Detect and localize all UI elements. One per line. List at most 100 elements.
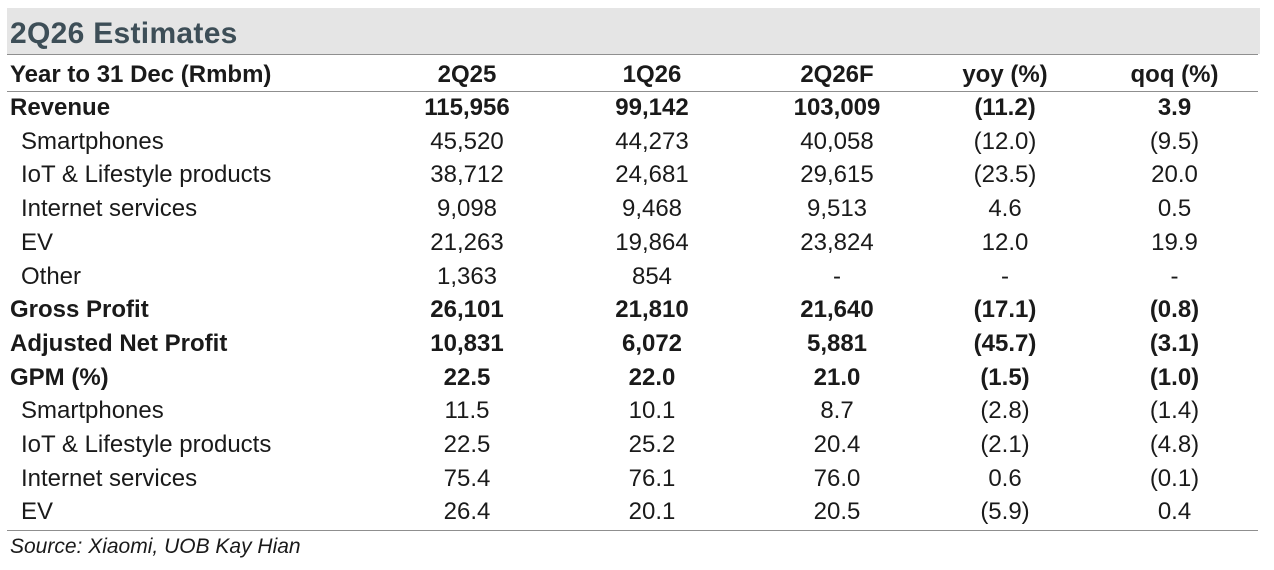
cell-2q26f: 29,615 <box>800 161 874 189</box>
cell-1q26: 854 <box>631 262 673 290</box>
row-label: IoT & Lifestyle products <box>21 161 272 189</box>
row-label: EV <box>21 498 54 526</box>
cell-2q25: 45,520 <box>430 127 504 155</box>
cell-2q25: 26.4 <box>443 498 491 526</box>
cell-1q26: 76.1 <box>628 464 676 492</box>
cell-2q26f: 9,513 <box>806 195 868 223</box>
header-rule <box>7 91 1258 92</box>
cell-2q26f: 23,824 <box>800 228 874 256</box>
header-label: Year to 31 Dec (Rmbm) <box>10 61 272 88</box>
cell-2q26f: - <box>833 262 841 290</box>
row-label: Adjusted Net Profit <box>10 329 228 357</box>
header-qoq: qoq (%) <box>1130 61 1219 88</box>
cell-yoy: (12.0) <box>973 127 1037 155</box>
table-row: Internet services 9,098 9,468 9,513 4.6 … <box>7 192 1258 226</box>
cell-2q25: 11.5 <box>444 397 490 425</box>
cell-2q25: 10,831 <box>430 329 504 357</box>
table-row: GPM (%) 22.5 22.0 21.0 (1.5) (1.0) <box>7 361 1258 395</box>
cell-qoq: (3.1) <box>1149 329 1200 357</box>
cell-1q26: 6,072 <box>621 329 683 357</box>
row-label: Smartphones <box>21 127 164 155</box>
table-row: EV 21,263 19,864 23,824 12.0 19.9 <box>7 226 1258 260</box>
row-label: Revenue <box>10 94 111 121</box>
cell-2q25: 22.5 <box>443 363 491 391</box>
cell-1q26: 21,810 <box>615 296 689 324</box>
row-label: Smartphones <box>21 397 164 425</box>
cell-2q26f: 21,640 <box>800 296 874 324</box>
top-rule <box>7 54 1258 55</box>
cell-qoq: - <box>1170 262 1179 290</box>
row-label: EV <box>21 228 54 256</box>
cell-yoy: (45.7) <box>973 329 1037 357</box>
cell-2q26f: 21.0 <box>813 363 861 391</box>
cell-2q25: 75.4 <box>443 464 491 492</box>
cell-2q25: 21,263 <box>430 228 504 256</box>
header-2q26f: 2Q26F <box>800 61 874 88</box>
cell-2q25: 38,712 <box>430 161 504 189</box>
row-label: IoT & Lifestyle products <box>21 431 272 459</box>
cell-yoy: (5.9) <box>980 498 1030 526</box>
cell-yoy: (17.1) <box>973 296 1037 324</box>
header-row: Year to 31 Dec (Rmbm) 2Q25 1Q26 2Q26F yo… <box>7 58 1258 91</box>
source-note: Source: Xiaomi, UOB Kay Hian <box>10 535 301 558</box>
cell-2q26f: 8.7 <box>820 397 854 425</box>
cell-yoy: (23.5) <box>973 161 1037 189</box>
cell-1q26: 10.1 <box>628 397 676 425</box>
cell-qoq: (1.0) <box>1149 363 1200 391</box>
cell-1q26: 25.2 <box>628 431 676 459</box>
estimates-table: Year to 31 Dec (Rmbm) 2Q25 1Q26 2Q26F yo… <box>7 58 1258 529</box>
cell-yoy: (2.8) <box>980 397 1030 425</box>
table-row: Smartphones 45,520 44,273 40,058 (12.0) … <box>7 125 1258 159</box>
table-title: 2Q26 Estimates <box>10 17 238 50</box>
cell-2q25: 26,101 <box>430 296 504 324</box>
cell-yoy: 4.6 <box>988 195 1022 223</box>
cell-1q26: 19,864 <box>615 228 689 256</box>
cell-qoq: (0.1) <box>1149 464 1200 492</box>
table-row: Smartphones 11.5 10.1 8.7 (2.8) (1.4) <box>7 394 1258 428</box>
cell-2q26f: 76.0 <box>813 464 861 492</box>
header-2q25: 2Q25 <box>437 61 497 88</box>
cell-1q26: 9,468 <box>621 195 683 223</box>
cell-2q25: 9,098 <box>436 195 498 223</box>
cell-1q26: 44,273 <box>615 127 689 155</box>
table-row: Other 1,363 854 - - - <box>7 260 1258 294</box>
table-row: Adjusted Net Profit 10,831 6,072 5,881 (… <box>7 327 1258 361</box>
header-1q26: 1Q26 <box>622 61 682 88</box>
cell-1q26: 99,142 <box>615 94 689 121</box>
cell-yoy: - <box>1001 262 1009 290</box>
cell-yoy: 12.0 <box>981 228 1029 256</box>
cell-1q26: 24,681 <box>615 161 689 189</box>
cell-2q26f: 103,009 <box>793 94 881 121</box>
table-row: Gross Profit 26,101 21,810 21,640 (17.1)… <box>7 293 1258 327</box>
cell-1q26: 22.0 <box>628 363 676 391</box>
table-row: Internet services 75.4 76.1 76.0 0.6 (0.… <box>7 462 1258 496</box>
title-bar: 2Q26 Estimates <box>7 8 1260 54</box>
cell-qoq: (9.5) <box>1149 127 1200 155</box>
row-label: Gross Profit <box>10 296 149 324</box>
cell-1q26: 20.1 <box>628 498 676 526</box>
cell-qoq: 0.5 <box>1157 195 1192 223</box>
cell-qoq: 0.4 <box>1157 498 1192 526</box>
row-label: GPM (%) <box>10 363 109 391</box>
row-label: Internet services <box>21 195 198 223</box>
table-row: EV 26.4 20.1 20.5 (5.9) 0.4 <box>7 495 1258 529</box>
cell-yoy: 0.6 <box>988 464 1022 492</box>
cell-qoq: (1.4) <box>1149 397 1200 425</box>
cell-qoq: 19.9 <box>1151 228 1198 256</box>
table-row: IoT & Lifestyle products 22.5 25.2 20.4 … <box>7 428 1258 462</box>
cell-2q26f: 5,881 <box>806 329 868 357</box>
cell-2q25: 22.5 <box>443 431 491 459</box>
cell-2q25: 1,363 <box>436 262 498 290</box>
cell-qoq: (4.8) <box>1149 431 1200 459</box>
cell-qoq: (0.8) <box>1149 296 1200 324</box>
bottom-rule <box>7 530 1258 531</box>
cell-yoy: (1.5) <box>980 363 1030 391</box>
cell-2q26f: 20.5 <box>813 498 861 526</box>
table-row: Revenue 115,956 99,142 103,009 (11.2) 3.… <box>7 91 1258 125</box>
cell-qoq: 3.9 <box>1157 94 1192 121</box>
cell-yoy: (11.2) <box>974 94 1036 121</box>
cell-qoq: 20.0 <box>1151 161 1198 189</box>
cell-2q26f: 40,058 <box>800 127 874 155</box>
cell-yoy: (2.1) <box>980 431 1030 459</box>
row-label: Internet services <box>21 464 198 492</box>
